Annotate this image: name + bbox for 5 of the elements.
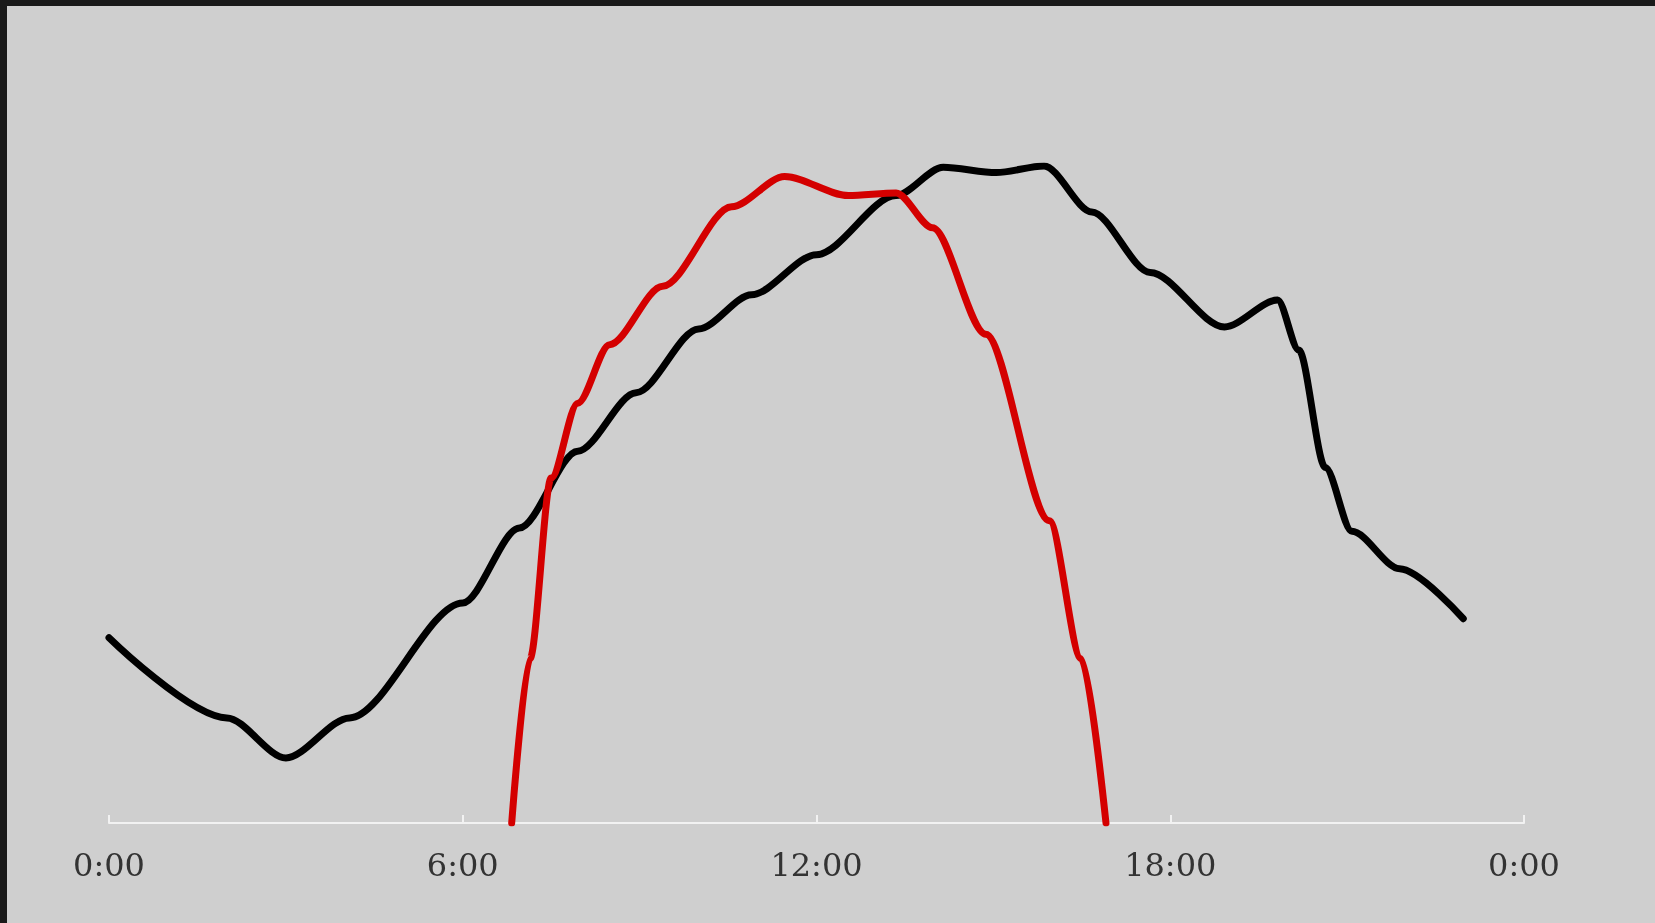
x-tick-label: 12:00 bbox=[770, 846, 863, 884]
x-tick-label: 0:00 bbox=[73, 846, 145, 884]
x-tick-label: 18:00 bbox=[1124, 846, 1217, 884]
x-tick-label: 6:00 bbox=[426, 846, 499, 884]
x-tick-label: 0:00 bbox=[1488, 846, 1560, 884]
